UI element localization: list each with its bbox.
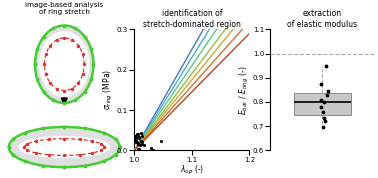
Circle shape	[40, 32, 89, 97]
PathPatch shape	[294, 93, 351, 115]
Ellipse shape	[19, 137, 110, 158]
Title: extraction
of elastic modulus: extraction of elastic modulus	[287, 9, 357, 29]
Ellipse shape	[9, 127, 120, 167]
X-axis label: $\lambda_{op}$ (-): $\lambda_{op}$ (-)	[180, 164, 204, 177]
Y-axis label: $E_{bar}$ / $E_{ring}$ (-): $E_{bar}$ / $E_{ring}$ (-)	[238, 65, 251, 115]
Text: image-based analysis
of ring stretch: image-based analysis of ring stretch	[25, 2, 104, 15]
Circle shape	[35, 25, 93, 103]
Title: identification of
stretch-dominated region: identification of stretch-dominated regi…	[143, 9, 241, 29]
Y-axis label: $\sigma_{ring}$ (MPa): $\sigma_{ring}$ (MPa)	[102, 69, 115, 111]
